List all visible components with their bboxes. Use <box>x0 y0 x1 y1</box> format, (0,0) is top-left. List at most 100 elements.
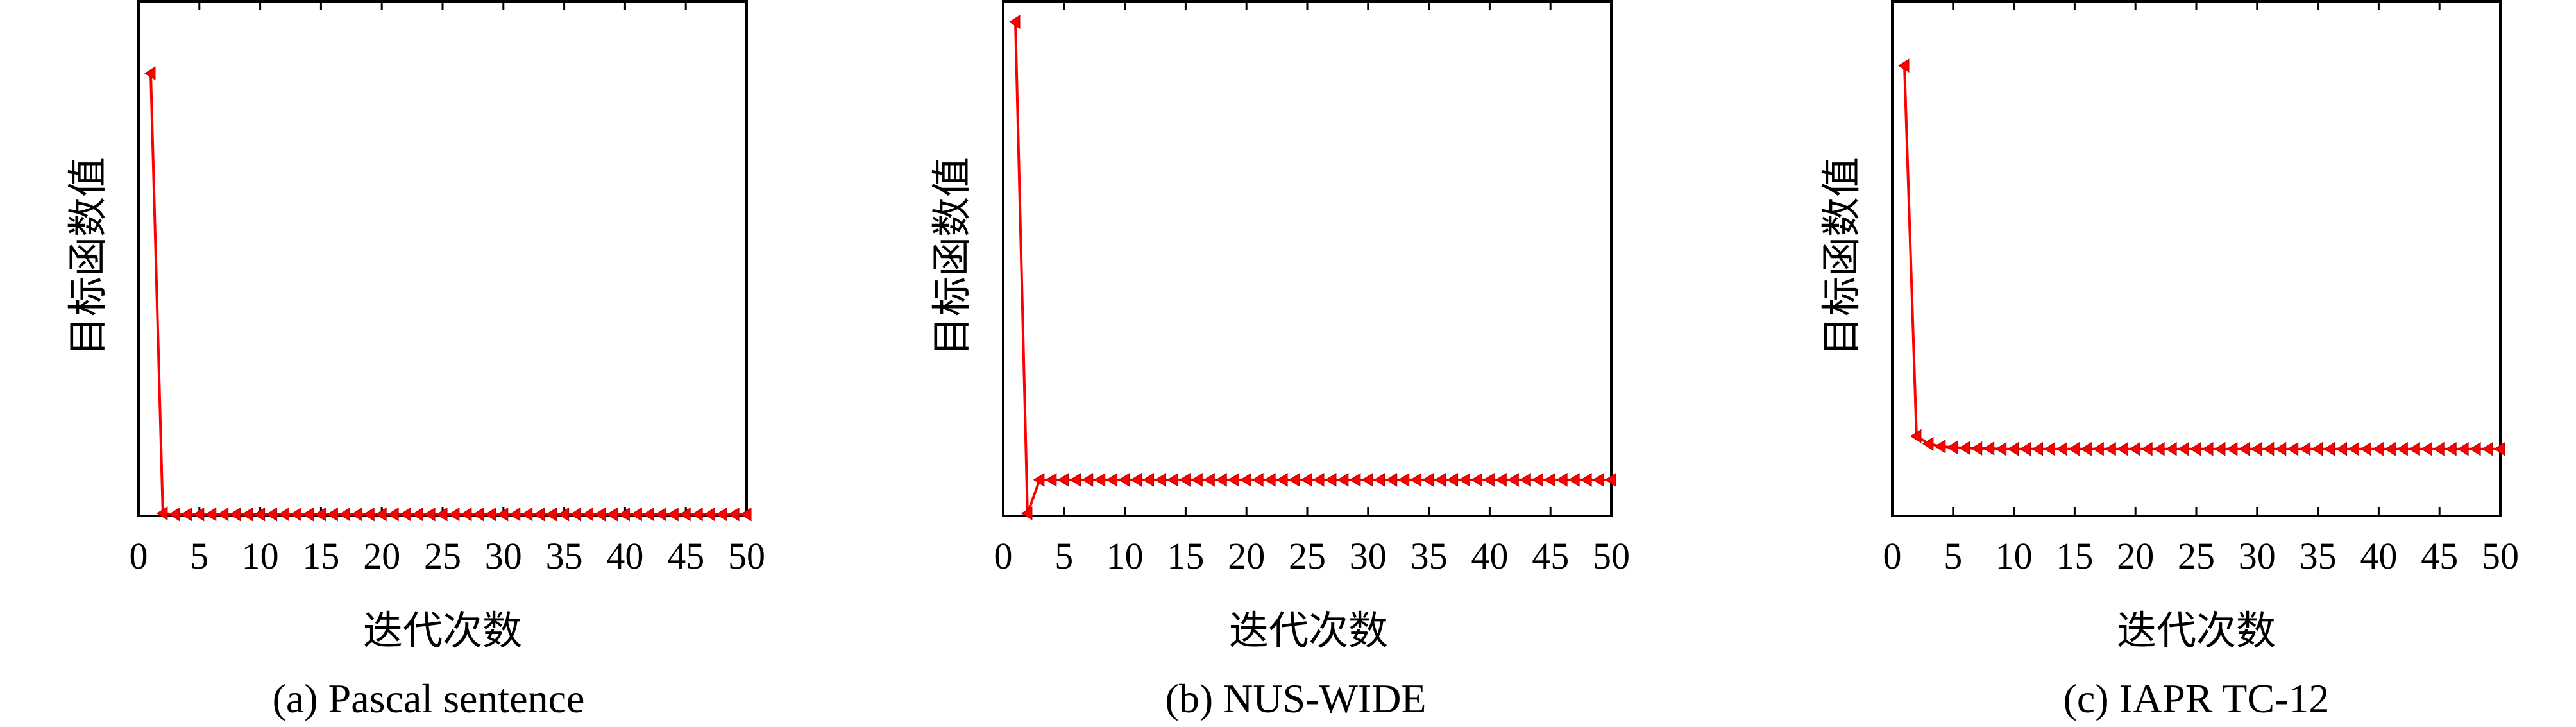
data-point <box>1410 472 1422 487</box>
data-point <box>326 507 338 522</box>
data-point <box>180 507 192 522</box>
data-point <box>1422 472 1434 487</box>
data-marks <box>144 66 752 522</box>
data-point <box>2178 441 2189 456</box>
data-point <box>618 507 630 522</box>
data-point <box>570 507 582 522</box>
data-point <box>2238 441 2250 456</box>
data-point <box>667 507 679 522</box>
data-point <box>1094 472 1106 487</box>
data-point <box>278 507 290 522</box>
data-point <box>1958 441 1970 456</box>
data-point <box>2409 441 2420 456</box>
data-point <box>1349 472 1361 487</box>
data-point <box>1446 472 1459 487</box>
data-point <box>2360 441 2371 456</box>
x-tick-label: 5 <box>190 535 208 577</box>
data-point <box>2494 441 2505 456</box>
y-axis-label: 目标函数值 <box>1818 157 1865 356</box>
x-tick-label: 20 <box>1228 535 1265 577</box>
data-point <box>1385 472 1398 487</box>
data-point <box>557 507 570 522</box>
data-point <box>545 507 557 522</box>
data-point <box>1361 472 1373 487</box>
data-point <box>2384 441 2396 456</box>
x-tick-labels: 0 5 10 15 20 25 30 35 40 45 50 <box>1883 1 2519 577</box>
data-point <box>1021 506 1033 520</box>
x-tick-label: 0 <box>994 535 1013 577</box>
data-point <box>2323 441 2335 456</box>
x-tick-label: 10 <box>242 535 279 577</box>
data-point <box>704 507 715 522</box>
data-point <box>606 507 618 522</box>
data-point <box>2019 441 2031 456</box>
x-tick-label: 45 <box>2421 535 2458 577</box>
data-point <box>1301 472 1312 487</box>
data-point <box>1544 472 1555 487</box>
data-point <box>740 507 752 522</box>
y-axis-label: 目标函数值 <box>64 157 111 356</box>
data-point <box>1276 472 1288 487</box>
data-point <box>631 507 642 522</box>
data-point <box>168 507 180 522</box>
data-point <box>363 507 375 522</box>
panel-caption: (a) Pascal sentence <box>273 676 585 721</box>
x-tick-label: 35 <box>2300 535 2337 577</box>
data-point <box>2105 441 2116 456</box>
data-point <box>1459 472 1470 487</box>
x-tick-label: 50 <box>728 535 765 577</box>
x-tick-label: 35 <box>1411 535 1448 577</box>
data-point <box>2445 441 2457 456</box>
data-point <box>1313 472 1325 487</box>
data-point <box>691 507 703 522</box>
data-point <box>1507 472 1519 487</box>
data-point <box>679 507 691 522</box>
data-point <box>314 507 326 522</box>
data-point <box>1009 15 1021 29</box>
x-tick-label: 5 <box>1944 535 1962 577</box>
x-tick-label: 15 <box>2056 535 2093 577</box>
data-point <box>1398 472 1410 487</box>
data-point <box>290 507 301 522</box>
data-point <box>2250 441 2262 456</box>
panel-caption: (c) IAPR TC-12 <box>2063 676 2330 721</box>
data-point <box>448 507 460 522</box>
data-point <box>1970 441 1983 456</box>
data-point <box>1118 472 1130 487</box>
data-point <box>1910 429 1922 443</box>
data-point <box>2044 441 2055 456</box>
data-point <box>2153 441 2165 456</box>
x-tick-label: 20 <box>363 535 400 577</box>
data-point <box>1045 472 1057 487</box>
data-point <box>496 507 509 522</box>
x-tick-label: 30 <box>485 535 522 577</box>
data-point <box>2068 441 2080 456</box>
x-tick-labels: 0 5 10 15 20 25 30 35 40 45 50 <box>130 1 765 577</box>
data-point <box>2299 441 2311 456</box>
data-point <box>1568 472 1580 487</box>
data-point <box>156 506 168 520</box>
x-tick-label: 25 <box>1289 535 1326 577</box>
x-tick-label: 25 <box>2178 535 2215 577</box>
data-point <box>1580 472 1592 487</box>
data-point <box>728 507 740 522</box>
data-point <box>1203 472 1215 487</box>
data-point <box>1106 472 1118 487</box>
data-point <box>1130 472 1142 487</box>
data-point <box>436 507 448 522</box>
x-tick-label: 0 <box>130 535 148 577</box>
data-point <box>412 507 423 522</box>
chart-panel-b: 0 5 10 15 20 25 30 35 40 45 50 迭代次数 目标函数值 (b) NUS-… <box>928 0 1630 721</box>
x-tick-label: 40 <box>1471 535 1508 577</box>
x-tick-label: 10 <box>1106 535 1144 577</box>
data-point <box>1337 472 1349 487</box>
data-marks <box>1009 15 1616 520</box>
data-point <box>594 507 606 522</box>
data-point <box>192 507 205 522</box>
x-tick-label: 50 <box>2482 535 2519 577</box>
y-axis-label: 目标函数值 <box>928 157 975 356</box>
x-tick-label: 0 <box>1883 535 1902 577</box>
data-point <box>716 507 727 522</box>
